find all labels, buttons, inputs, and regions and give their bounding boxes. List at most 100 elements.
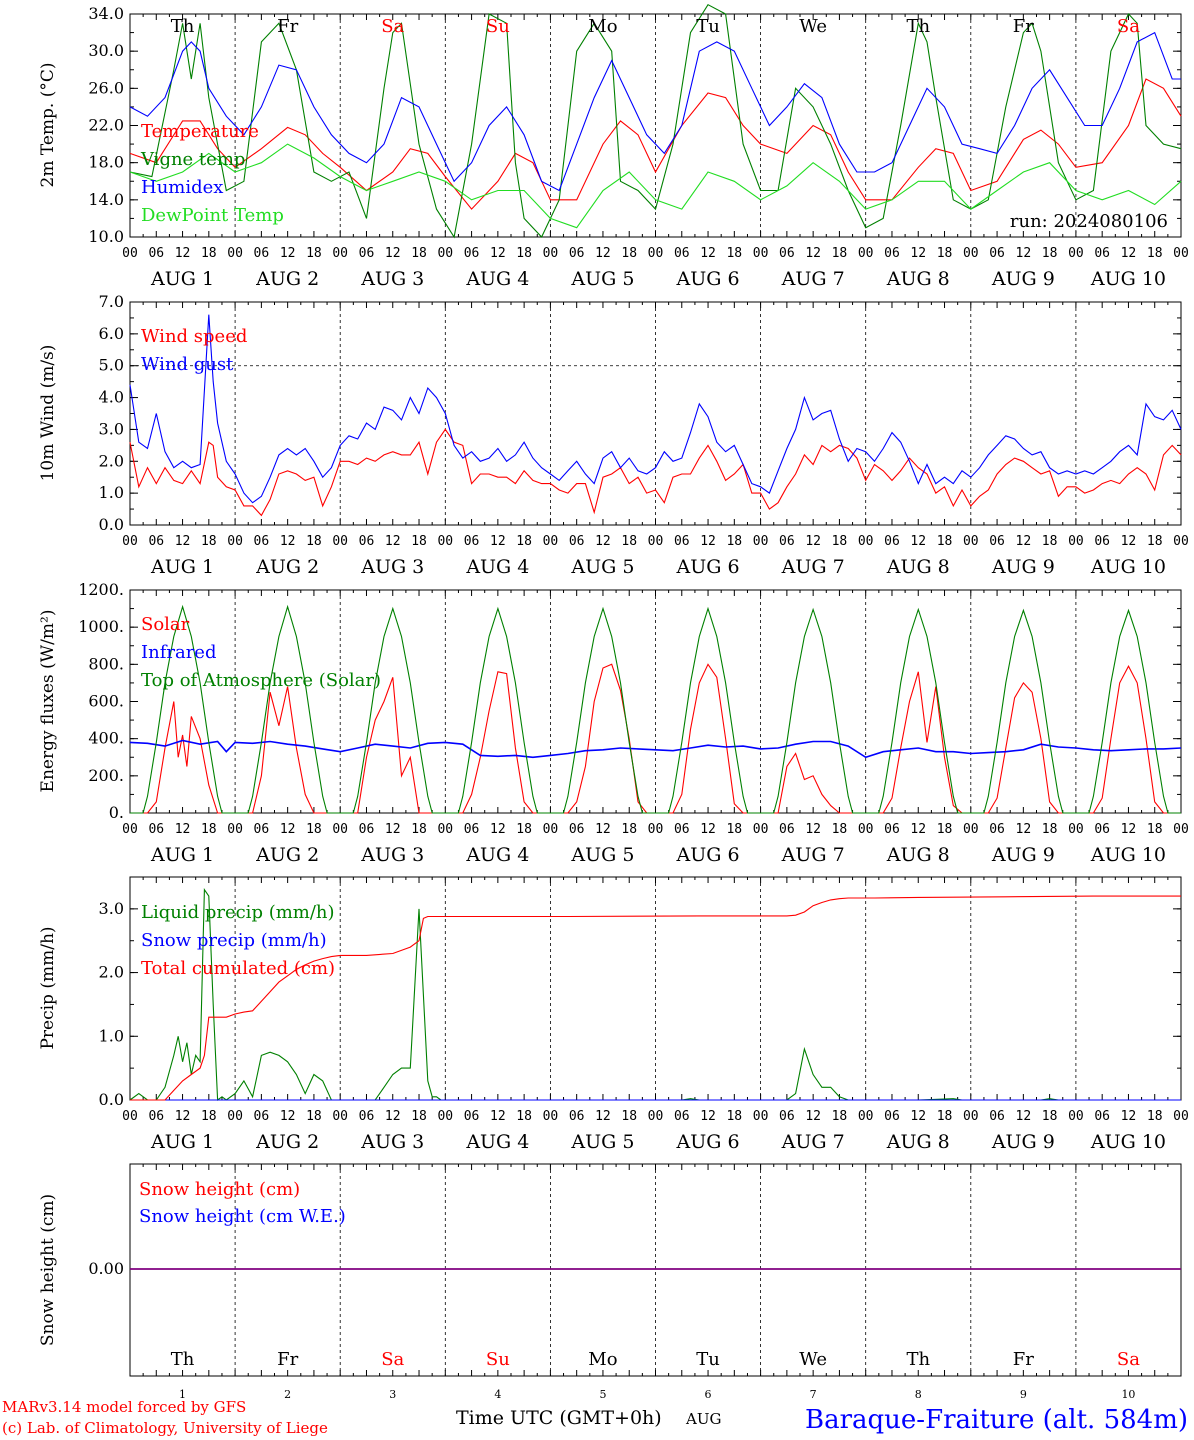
panel-3-hour-tick-label: 12 <box>385 822 401 837</box>
panel-2-hour-tick-label: 06 <box>254 534 270 549</box>
panel-2-day-label: AUG 4 <box>465 556 529 578</box>
panel-1-day-label: AUG 9 <box>991 268 1055 290</box>
panel-2-legend-entry: Wind gust <box>141 354 234 375</box>
panel-1-hour-tick-label: 00 <box>648 246 664 261</box>
panel-4-hour-tick-label: 00 <box>753 1109 769 1124</box>
panel-1-hour-tick-label: 00 <box>1173 246 1189 261</box>
panel-4-legend-entry: Total cumulated (cm) <box>141 958 335 979</box>
panel-4-hour-tick-label: 12 <box>700 1109 716 1124</box>
panel-4-hour-tick-label: 00 <box>227 1109 243 1124</box>
panel-3-hour-tick-label: 06 <box>989 822 1005 837</box>
top-weekday-label: Su <box>486 16 510 37</box>
panel-1-day-label: AUG 3 <box>360 268 424 290</box>
panel-3-hour-tick-label: 18 <box>621 822 637 837</box>
panel-1-day-label: AUG 2 <box>255 268 319 290</box>
panel-4-hour-tick-label: 12 <box>490 1109 506 1124</box>
run-label: run: 2024080106 <box>1010 211 1168 232</box>
panel-1-hour-tick-label: 06 <box>884 246 900 261</box>
panel-2-y-tick-label: 7.0 <box>99 292 124 311</box>
panel-3-hour-tick-label: 00 <box>332 822 348 837</box>
panel-3-y-tick-label: 1000. <box>78 617 124 636</box>
panel-1-hour-tick-label: 06 <box>254 246 270 261</box>
panel-3-hour-tick-label: 06 <box>464 822 480 837</box>
bottom-weekday-label: Tu <box>696 1349 720 1370</box>
panel-3-hour-tick-label: 00 <box>1173 822 1189 837</box>
panel-2-hour-tick-label: 18 <box>832 534 848 549</box>
panel-3-hour-tick-label: 06 <box>254 822 270 837</box>
panel-4-day-label: AUG 3 <box>360 1131 424 1153</box>
panel-3-hour-tick-label: 18 <box>516 822 532 837</box>
panel-2-series-wind-speed <box>129 428 1182 517</box>
panel-1-day-label: AUG 8 <box>886 268 950 290</box>
panel-5-legend-entry: Snow height (cm) <box>139 1179 300 1200</box>
panel-4-hour-tick-label: 00 <box>332 1109 348 1124</box>
panel-2-day-label: AUG 1 <box>150 556 214 578</box>
panel-3-day-label: AUG 3 <box>360 844 424 866</box>
panel-2-hour-tick-label: 06 <box>674 534 690 549</box>
panel-1-hour-tick-label: 00 <box>963 246 979 261</box>
panel-4-hour-tick-label: 00 <box>543 1109 559 1124</box>
panel-3-hour-tick-label: 00 <box>437 822 453 837</box>
panel-4-day-label: AUG 2 <box>255 1131 319 1153</box>
panel-3-series-infrared <box>129 739 1182 759</box>
panel-2-y-tick-label: 3.0 <box>99 419 124 438</box>
panel-4-hour-tick-label: 12 <box>1121 1109 1137 1124</box>
panel-2-hour-tick-label: 06 <box>148 534 164 549</box>
panel-3-hour-tick-label: 12 <box>595 822 611 837</box>
panel-4-hour-tick-label: 06 <box>359 1109 375 1124</box>
panel-3-hour-tick-label: 00 <box>963 822 979 837</box>
panel-4-hour-tick-label: 00 <box>963 1109 979 1124</box>
panel-3-series-top-of-atmosphere-solar <box>130 604 1181 814</box>
panel-3-hour-tick-label: 00 <box>1068 822 1084 837</box>
panel-4-y-tick-label: 1.0 <box>99 1026 124 1045</box>
panel-2-hour-tick-label: 12 <box>1121 534 1137 549</box>
bottom-weekday-label: Sa <box>1117 1349 1140 1370</box>
panel-3-day-label: AUG 7 <box>781 844 845 866</box>
panel-4-hour-tick-label: 00 <box>437 1109 453 1124</box>
panel-1-legend-entry: Temperature <box>141 121 259 142</box>
panel-3-hour-tick-label: 18 <box>306 822 322 837</box>
panel-4-hour-tick-label: 06 <box>148 1109 164 1124</box>
panel-1-hour-tick-label: 12 <box>490 246 506 261</box>
panel-3-day-label: AUG 8 <box>886 844 950 866</box>
panel-2-series-wind-gust <box>129 314 1182 504</box>
panel-2-hour-tick-label: 06 <box>884 534 900 549</box>
panel-2-legend-entry: Wind speed <box>141 326 247 347</box>
panel-5-y-axis-title: Snow height (cm) <box>38 1194 58 1346</box>
panel-2-hour-tick-label: 00 <box>543 534 559 549</box>
panel-1-y-tick-label: 10.0 <box>88 227 124 246</box>
top-weekday-label: Th <box>906 16 930 37</box>
panel-2-day-label: AUG 6 <box>676 556 740 578</box>
panel-2-hour-tick-label: 12 <box>910 534 926 549</box>
top-weekday-label: Th <box>171 16 195 37</box>
panel-4-hour-tick-label: 18 <box>306 1109 322 1124</box>
panel-4-hour-tick-label: 12 <box>385 1109 401 1124</box>
panel-2-hour-tick-label: 12 <box>700 534 716 549</box>
panel-2-hour-tick-label: 06 <box>1094 534 1110 549</box>
footer-station: Baraque-Fraiture (alt. 584m) <box>805 1405 1188 1435</box>
panel-1-day-label: AUG 5 <box>570 268 634 290</box>
panel-4-day-label: AUG 10 <box>1090 1131 1166 1153</box>
panel-1-y-tick-label: 18.0 <box>88 153 124 172</box>
panel-1-hour-tick-label: 06 <box>148 246 164 261</box>
panel-4-legend-entry: Liquid precip (mm/h) <box>141 902 335 923</box>
panel-3-hour-tick-label: 12 <box>280 822 296 837</box>
panel-1-hour-tick-label: 18 <box>621 246 637 261</box>
bottom-day-number: 8 <box>915 1388 922 1401</box>
panel-4-hour-tick-label: 06 <box>884 1109 900 1124</box>
panel-4-hour-tick-label: 00 <box>122 1109 138 1124</box>
panel-4-y-axis-title: Precip (mm/h) <box>38 926 58 1049</box>
panel-2-hour-tick-label: 06 <box>464 534 480 549</box>
panel-1-hour-tick-label: 12 <box>1121 246 1137 261</box>
bottom-weekday-label: Fr <box>277 1349 298 1370</box>
panel-2-hour-tick-label: 18 <box>1042 534 1058 549</box>
panel-1-hour-tick-label: 18 <box>516 246 532 261</box>
panel-2-hour-tick-label: 06 <box>779 534 795 549</box>
panel-4-y-tick-label: 2.0 <box>99 963 124 982</box>
bottom-day-number: 5 <box>599 1388 606 1401</box>
panel-2-hour-tick-label: 12 <box>175 534 191 549</box>
panel-1-hour-tick-label: 06 <box>1094 246 1110 261</box>
panel-1-hour-tick-label: 18 <box>1147 246 1163 261</box>
panel-1-hour-tick-label: 06 <box>989 246 1005 261</box>
